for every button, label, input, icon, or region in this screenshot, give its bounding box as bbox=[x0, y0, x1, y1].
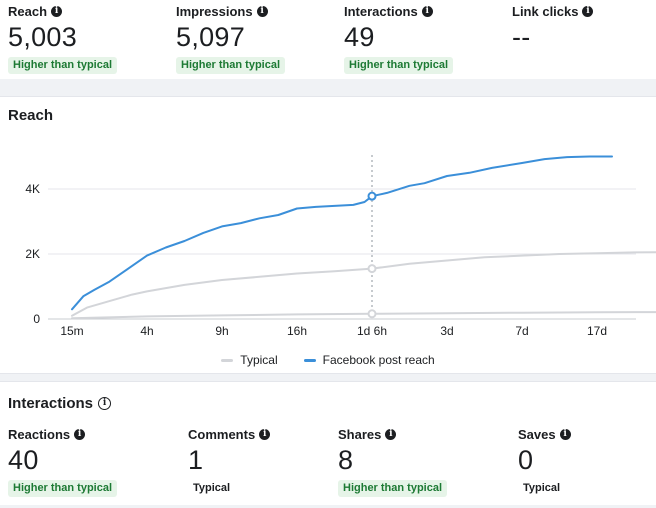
status-badge: Higher than typical bbox=[176, 57, 286, 74]
y-tick-label: 2K bbox=[25, 247, 40, 261]
series-line-typical bbox=[71, 311, 656, 320]
data-point-typical bbox=[367, 309, 377, 319]
metric-label: Reach bbox=[8, 3, 48, 19]
chart-legend: Typical Facebook post reach bbox=[0, 353, 656, 367]
metric-label: Link clicks bbox=[512, 3, 579, 19]
info-icon[interactable]: i bbox=[259, 428, 271, 440]
legend-item-typical[interactable]: Typical bbox=[221, 353, 278, 367]
status-badge: Higher than typical bbox=[338, 480, 448, 497]
series-line-typical bbox=[71, 251, 656, 317]
y-tick-label: 4K bbox=[25, 182, 40, 196]
info-icon[interactable]: i bbox=[256, 5, 268, 17]
reach-chart[interactable]: 0 2K 4K 15m 4h 9h 16h 1d 6h 3d 7d 17d bbox=[0, 97, 656, 375]
metric-label: Impressions bbox=[176, 3, 253, 19]
legend-swatch bbox=[303, 358, 316, 362]
metric-comments: Comments i 1 Typical bbox=[188, 426, 271, 497]
status-badge: Typical bbox=[518, 480, 566, 497]
chart-title: Reach bbox=[8, 107, 54, 124]
status-badge: Higher than typical bbox=[8, 57, 118, 74]
info-icon[interactable]: i bbox=[98, 397, 112, 410]
metric-label: Reactions bbox=[8, 426, 71, 442]
metric-reach: Reach i 5,003 Higher than typical bbox=[8, 3, 118, 74]
status-badge: Typical bbox=[188, 480, 236, 497]
metric-label: Saves bbox=[518, 426, 556, 442]
metric-value: 0 bbox=[518, 445, 534, 475]
legend-label: Typical bbox=[240, 353, 278, 367]
y-tick-label: 0 bbox=[33, 312, 40, 326]
section-title: Interactions i bbox=[8, 395, 112, 412]
x-tick-label: 3d bbox=[440, 324, 453, 338]
status-badge: Higher than typical bbox=[8, 480, 118, 497]
info-icon[interactable]: i bbox=[421, 5, 433, 17]
metric-saves: Saves i 0 Typical bbox=[518, 426, 571, 497]
info-icon[interactable]: i bbox=[559, 428, 571, 440]
metric-value: 5,097 bbox=[176, 22, 246, 52]
legend-swatch bbox=[221, 358, 234, 362]
x-tick-label: 1d 6h bbox=[357, 324, 387, 338]
metric-value: 40 bbox=[8, 445, 39, 475]
metric-value: 1 bbox=[188, 445, 204, 475]
x-tick-label: 7d bbox=[515, 324, 528, 338]
metric-reactions: Reactions i 40 Higher than typical bbox=[8, 426, 118, 497]
x-tick-label: 4h bbox=[140, 324, 153, 338]
reach-chart-card: Reach 0 2K 4K 15m 4h 9h 16h 1d 6h 3d 7d 17d Typica… bbox=[0, 96, 656, 374]
metric-impressions: Impressions i 5,097 Higher than typical bbox=[176, 3, 286, 74]
legend-label: Facebook post reach bbox=[322, 353, 435, 367]
data-point-typical bbox=[367, 264, 377, 274]
info-icon[interactable]: i bbox=[74, 428, 86, 440]
x-tick-label: 16h bbox=[287, 324, 307, 338]
data-point-post-reach bbox=[367, 191, 377, 201]
series-line-post-reach bbox=[71, 155, 613, 311]
x-tick-label: 9h bbox=[215, 324, 228, 338]
info-icon[interactable]: i bbox=[582, 5, 594, 17]
metric-value: 8 bbox=[338, 445, 354, 475]
info-icon[interactable]: i bbox=[385, 428, 397, 440]
x-tick-label: 15m bbox=[60, 324, 83, 338]
metric-value: 5,003 bbox=[8, 22, 78, 52]
metric-label: Interactions bbox=[344, 3, 418, 19]
summary-card: Reach i 5,003 Higher than typical Impres… bbox=[0, 0, 656, 79]
info-icon[interactable]: i bbox=[51, 5, 63, 17]
metric-value: -- bbox=[512, 22, 531, 52]
metric-value: 49 bbox=[344, 22, 375, 52]
interactions-card: Interactions i Reactions i 40 Higher tha… bbox=[0, 381, 656, 505]
legend-item-post-reach[interactable]: Facebook post reach bbox=[303, 353, 435, 367]
metric-label: Shares bbox=[338, 426, 382, 442]
status-badge: Higher than typical bbox=[344, 57, 454, 74]
interactions-title: Interactions bbox=[8, 395, 94, 412]
metric-shares: Shares i 8 Higher than typical bbox=[338, 426, 448, 497]
x-tick-label: 17d bbox=[587, 324, 607, 338]
metric-label: Comments bbox=[188, 426, 256, 442]
metric-interactions: Interactions i 49 Higher than typical bbox=[344, 3, 454, 74]
metric-link-clicks: Link clicks i -- bbox=[512, 3, 594, 52]
